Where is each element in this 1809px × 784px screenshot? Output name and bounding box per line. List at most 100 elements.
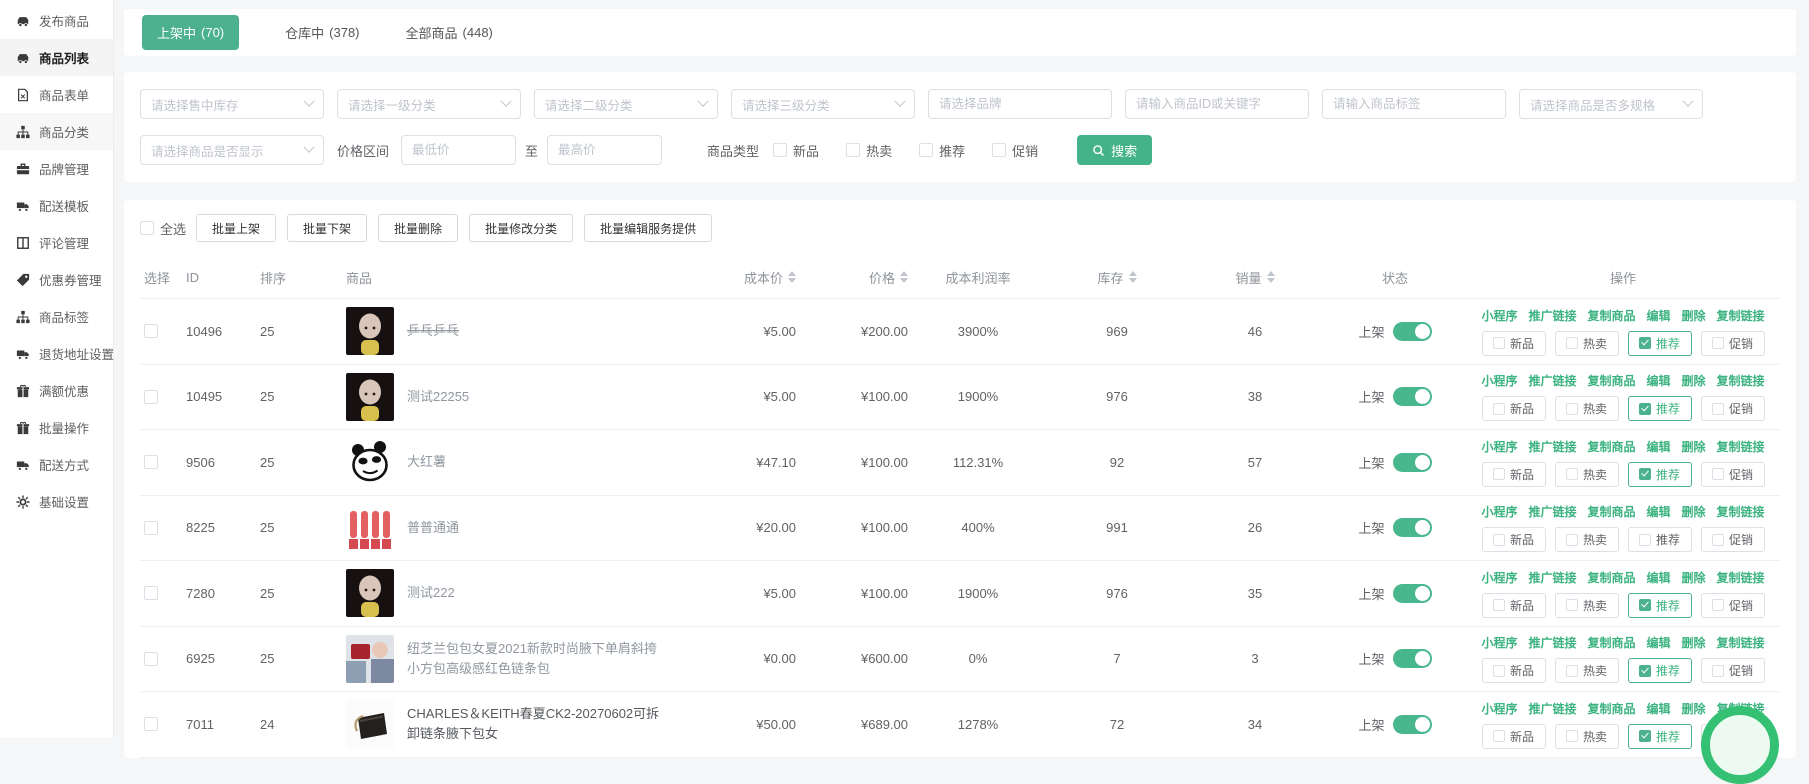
checkbox-icon[interactable] xyxy=(1492,468,1505,481)
filter-tag-input[interactable] xyxy=(1322,89,1506,119)
action-link-copy-product[interactable]: 复制商品 xyxy=(1587,570,1636,585)
chip-new[interactable]: 新品 xyxy=(1481,527,1546,553)
sidebar-item-publish-product[interactable]: 发布商品 xyxy=(0,2,113,39)
sort-desc-icon[interactable] xyxy=(1128,278,1137,283)
checkbox-icon[interactable] xyxy=(1711,599,1724,612)
action-link-delete[interactable]: 删除 xyxy=(1681,308,1706,323)
checkbox-icon[interactable] xyxy=(992,143,1007,157)
checkbox-icon[interactable] xyxy=(1565,730,1578,743)
sidebar-item-shipping-method[interactable]: 配送方式 xyxy=(0,446,113,483)
tab-in-warehouse[interactable]: 仓库中 (378) xyxy=(285,23,359,42)
checkbox-icon[interactable] xyxy=(1638,664,1651,677)
action-link-delete[interactable]: 删除 xyxy=(1681,505,1706,520)
chip-new[interactable]: 新品 xyxy=(1481,658,1546,684)
chip-recommend[interactable]: 推荐 xyxy=(1627,330,1692,356)
type-checkbox-recommend[interactable]: 推荐 xyxy=(919,141,965,160)
checkbox-icon[interactable] xyxy=(1565,402,1578,415)
sort-carets[interactable] xyxy=(900,271,908,283)
type-checkbox-hot[interactable]: 热卖 xyxy=(846,141,892,160)
chip-hot[interactable]: 热卖 xyxy=(1554,592,1619,618)
action-link-promo-link[interactable]: 推广链接 xyxy=(1528,505,1577,520)
sort-carets[interactable] xyxy=(788,271,796,283)
chip-promo[interactable]: 促销 xyxy=(1700,396,1765,422)
sort-asc-icon[interactable] xyxy=(1266,271,1275,276)
sidebar-item-review-management[interactable]: 评论管理 xyxy=(0,224,113,261)
checkbox-icon[interactable] xyxy=(1711,664,1724,677)
status-toggle[interactable] xyxy=(1392,452,1432,472)
chip-promo[interactable]: 促销 xyxy=(1700,330,1765,356)
product-name[interactable]: 大红薯 xyxy=(407,454,447,470)
sidebar-item-product-form[interactable]: 商品表单 xyxy=(0,76,113,113)
action-link-delete[interactable]: 删除 xyxy=(1681,374,1706,389)
checkbox-icon[interactable] xyxy=(846,143,861,157)
checkbox-icon[interactable] xyxy=(1711,533,1724,546)
sidebar-item-brand-management[interactable]: 品牌管理 xyxy=(0,150,113,187)
sidebar-item-product-category[interactable]: 商品分类 xyxy=(0,113,113,150)
sort-desc-icon[interactable] xyxy=(900,278,908,283)
chip-hot[interactable]: 热卖 xyxy=(1554,461,1619,487)
action-link-delete[interactable]: 删除 xyxy=(1681,570,1706,585)
row-checkbox[interactable] xyxy=(144,455,158,470)
action-link-edit[interactable]: 编辑 xyxy=(1646,439,1671,454)
action-link-copy-product[interactable]: 复制商品 xyxy=(1587,439,1636,454)
chip-recommend[interactable]: 推荐 xyxy=(1627,723,1692,749)
product-name[interactable]: 普普通通 xyxy=(407,519,460,535)
batch-edit-service-button[interactable]: 批量编辑服务提供 xyxy=(584,214,713,242)
checkbox-icon[interactable] xyxy=(1565,468,1578,481)
checkbox-icon[interactable] xyxy=(1638,402,1651,415)
action-link-delete[interactable]: 删除 xyxy=(1681,439,1706,454)
row-checkbox[interactable] xyxy=(144,586,158,601)
filter-category2-select[interactable]: 请选择二级分类 xyxy=(534,89,718,119)
checkbox-icon[interactable] xyxy=(919,143,934,157)
search-button[interactable]: 搜索 xyxy=(1077,135,1153,165)
action-link-copy-url[interactable]: 复制链接 xyxy=(1716,570,1765,585)
checkbox-icon[interactable] xyxy=(1492,402,1505,415)
tab-all-products[interactable]: 全部商品 (448) xyxy=(406,23,493,42)
action-link-edit[interactable]: 编辑 xyxy=(1646,636,1671,651)
select-all-checkbox[interactable]: 全选 xyxy=(140,219,186,238)
action-link-edit[interactable]: 编辑 xyxy=(1646,701,1671,716)
chip-new[interactable]: 新品 xyxy=(1481,396,1546,422)
action-link-mini-program[interactable]: 小程序 xyxy=(1481,374,1518,389)
row-checkbox[interactable] xyxy=(144,651,158,666)
checkbox-icon[interactable] xyxy=(1492,664,1505,677)
row-checkbox[interactable] xyxy=(144,324,158,339)
action-link-copy-url[interactable]: 复制链接 xyxy=(1716,374,1765,389)
action-link-mini-program[interactable]: 小程序 xyxy=(1481,701,1518,716)
product-name[interactable]: 测试22255 xyxy=(407,388,470,404)
chip-new[interactable]: 新品 xyxy=(1481,723,1546,749)
sidebar-item-basic-settings[interactable]: 基础设置 xyxy=(0,483,113,520)
action-link-mini-program[interactable]: 小程序 xyxy=(1481,636,1518,651)
filter-stock-select[interactable]: 请选择售中库存 xyxy=(140,89,324,119)
row-checkbox[interactable] xyxy=(144,520,158,535)
action-link-delete[interactable]: 删除 xyxy=(1681,701,1706,716)
chip-recommend[interactable]: 推荐 xyxy=(1627,527,1692,553)
checkbox-icon[interactable] xyxy=(1492,337,1505,350)
tab-on-sale[interactable]: 上架中 (70) xyxy=(142,15,240,50)
status-toggle[interactable] xyxy=(1392,714,1432,734)
checkbox-icon[interactable] xyxy=(1711,468,1724,481)
chip-recommend[interactable]: 推荐 xyxy=(1627,592,1692,618)
action-link-promo-link[interactable]: 推广链接 xyxy=(1528,308,1577,323)
chip-new[interactable]: 新品 xyxy=(1481,330,1546,356)
min-price-input[interactable] xyxy=(401,135,517,165)
action-link-mini-program[interactable]: 小程序 xyxy=(1481,439,1518,454)
row-checkbox[interactable] xyxy=(144,717,158,732)
chip-hot[interactable]: 热卖 xyxy=(1554,396,1619,422)
filter-brand-input[interactable] xyxy=(928,89,1112,119)
action-link-promo-link[interactable]: 推广链接 xyxy=(1528,439,1577,454)
sort-carets[interactable] xyxy=(1128,271,1137,283)
status-toggle[interactable] xyxy=(1392,387,1432,407)
checkbox-icon[interactable] xyxy=(1492,730,1505,743)
checkbox-icon[interactable] xyxy=(140,221,154,235)
action-link-copy-product[interactable]: 复制商品 xyxy=(1587,636,1636,651)
chip-hot[interactable]: 热卖 xyxy=(1554,658,1619,684)
action-link-mini-program[interactable]: 小程序 xyxy=(1481,505,1518,520)
action-link-mini-program[interactable]: 小程序 xyxy=(1481,570,1518,585)
status-toggle[interactable] xyxy=(1392,583,1432,603)
action-link-copy-product[interactable]: 复制商品 xyxy=(1587,701,1636,716)
checkbox-icon[interactable] xyxy=(1492,599,1505,612)
action-link-copy-product[interactable]: 复制商品 xyxy=(1587,505,1636,520)
status-toggle[interactable] xyxy=(1392,321,1432,341)
filter-multi-spec-select[interactable]: 请选择商品是否多规格 xyxy=(1519,89,1703,119)
